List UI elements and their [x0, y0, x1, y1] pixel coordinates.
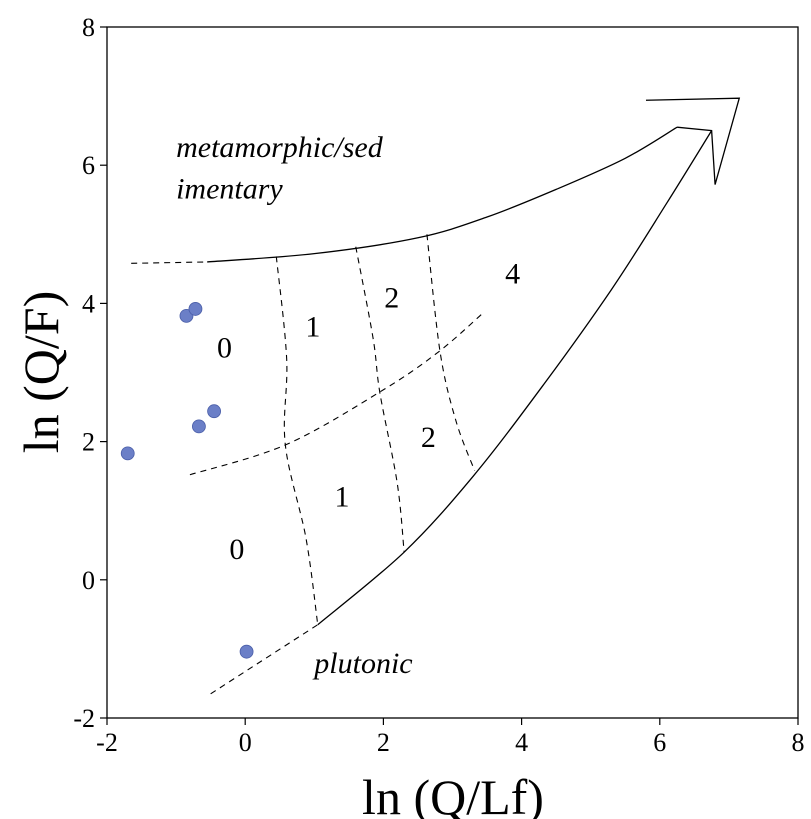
data-point [239, 644, 254, 659]
vertical-dashed-line [275, 256, 319, 625]
region-labels: 0 1 2 4 2 1 0 [217, 257, 520, 566]
y-axis-title: ln (Q/F) [13, 291, 69, 454]
x-tick-label: 0 [239, 728, 252, 757]
annotation-label: imentary [176, 172, 283, 205]
region-label: 1 [305, 311, 320, 344]
y-tick-label: 6 [82, 151, 95, 180]
data-point [192, 419, 206, 434]
region-label: 0 [217, 331, 232, 364]
x-axis-title: ln (Q/Lf) [362, 769, 544, 819]
upper-boundary-dashed [131, 261, 208, 264]
region-label: 0 [229, 533, 244, 566]
arrow-head [645, 97, 741, 185]
boundary-lines [131, 97, 741, 695]
data-point [207, 404, 222, 419]
annotation-label: metamorphic/sed [176, 131, 384, 164]
x-tick-label: -2 [96, 728, 118, 757]
data-point [120, 446, 135, 461]
axis-ticks: -2 0 2 4 6 8 -2 0 2 4 6 8 [73, 13, 804, 757]
x-tick-label: 8 [792, 728, 805, 757]
upper-boundary-curve [207, 126, 678, 263]
x-tick-label: 6 [653, 728, 666, 757]
middle-dashed-line [189, 313, 483, 476]
vertical-dashed-line [355, 246, 405, 553]
lower-boundary-dashed [210, 624, 319, 695]
data-points [120, 302, 254, 659]
y-tick-label: -2 [73, 704, 95, 733]
y-tick-label: 2 [82, 428, 95, 457]
y-tick-label: 0 [82, 566, 95, 595]
x-tick-label: 2 [377, 728, 390, 757]
region-label: 1 [334, 481, 349, 514]
vertical-dashed-line [426, 234, 476, 471]
region-label: 2 [421, 421, 436, 454]
region-label: 2 [384, 282, 399, 315]
plot-frame [106, 26, 799, 719]
annotations: metamorphic/sed imentary plutonic [176, 131, 413, 680]
lower-boundary-curve [317, 130, 713, 626]
annotation-label: plutonic [312, 647, 412, 680]
y-tick-label: 4 [82, 289, 95, 318]
data-point [188, 302, 203, 316]
y-tick-label: 8 [82, 13, 95, 42]
region-label: 4 [505, 257, 520, 290]
x-tick-label: 4 [515, 728, 528, 757]
